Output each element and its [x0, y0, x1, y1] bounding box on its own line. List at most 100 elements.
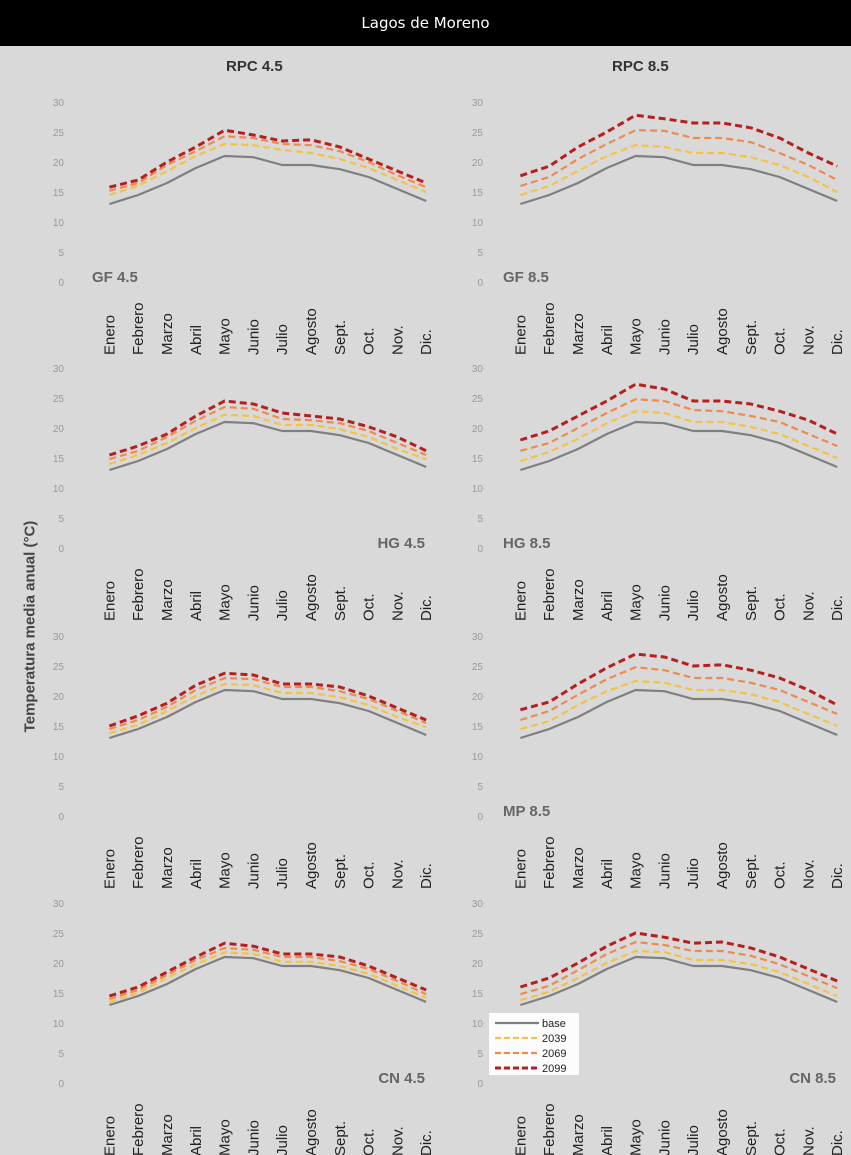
series-line-2039 — [109, 142, 427, 197]
page-title: Lagos de Moreno — [361, 14, 490, 32]
x-tick-label: Dic. — [418, 863, 435, 889]
x-tick-label: Junio — [656, 853, 673, 889]
y-tick-label: 25 — [472, 662, 484, 673]
x-tick-label: Oct. — [361, 861, 378, 889]
x-tick-label: Sept. — [332, 854, 349, 889]
x-tick-label: Sept. — [743, 320, 760, 355]
x-tick-label: Nov. — [389, 325, 406, 355]
x-tick-label: Mayo — [217, 1119, 234, 1155]
x-tick-label: Marzo — [570, 847, 587, 889]
series-line-2069 — [109, 405, 427, 461]
x-tick-label: Mayo — [217, 584, 234, 621]
x-tick-label: Enero — [101, 849, 118, 889]
x-tick-label: Enero — [101, 315, 118, 355]
x-tick-label: Oct. — [772, 593, 789, 621]
x-tick-label: Oct. — [361, 327, 378, 355]
y-tick-label: 30 — [53, 98, 65, 109]
y-tick-label: 15 — [53, 188, 65, 199]
x-tick-label: Sept. — [743, 854, 760, 889]
series-line-base — [109, 154, 427, 206]
legend-label-2069: 2069 — [542, 1048, 566, 1060]
series-line-base — [520, 420, 838, 472]
y-tick-label: 20 — [472, 692, 484, 703]
y-tick-label: 10 — [472, 1019, 484, 1030]
y-tick-label: 30 — [53, 632, 65, 643]
y-tick-label: 15 — [472, 989, 484, 1000]
series-line-2069 — [520, 398, 838, 452]
series-line-2099 — [108, 399, 427, 457]
series-line-2099 — [520, 652, 838, 712]
series-line-2069 — [109, 135, 427, 192]
series-line-2069 — [109, 676, 427, 731]
y-tick-label: 20 — [53, 692, 65, 703]
y-tick-label: 0 — [58, 812, 64, 823]
x-tick-label: Febrero — [130, 302, 147, 355]
y-tick-label: 10 — [472, 484, 484, 495]
series-line-2069 — [109, 946, 427, 1001]
x-tick-label: Agosto — [714, 308, 731, 355]
series-line-base — [520, 955, 838, 1007]
y-tick-label: 20 — [472, 959, 484, 970]
x-tick-label: Enero — [101, 581, 118, 621]
x-tick-label: Dic. — [418, 329, 435, 355]
series-line-2039 — [520, 949, 838, 1002]
x-tick-label: Sept. — [743, 586, 760, 621]
y-tick-label: 5 — [58, 248, 64, 259]
series-line-2039 — [109, 682, 427, 735]
y-tick-label: 5 — [58, 782, 64, 793]
x-tick-label: Julio — [274, 590, 291, 621]
chart-area — [0, 46, 851, 1155]
x-tick-label: Abril — [599, 1126, 616, 1155]
x-tick-label: Julio — [274, 324, 291, 355]
y-tick-label: 20 — [472, 158, 484, 169]
x-tick-label: Dic. — [418, 1130, 435, 1155]
x-tick-label: Febrero — [130, 1103, 147, 1155]
x-tick-label: Julio — [274, 858, 291, 889]
y-tick-label: 5 — [477, 248, 483, 259]
x-tick-label: Mayo — [628, 584, 645, 621]
x-tick-label: Dic. — [829, 863, 846, 889]
x-tick-label: Abril — [599, 591, 616, 621]
series-line-2039 — [520, 410, 838, 463]
x-tick-label: Abril — [188, 591, 205, 621]
series-line-base — [109, 688, 427, 740]
x-tick-label: Dic. — [829, 329, 846, 355]
x-tick-label: Sept. — [743, 1121, 760, 1155]
y-tick-label: 30 — [472, 632, 484, 643]
x-tick-label: Agosto — [714, 574, 731, 621]
panel-label: CN 8.5 — [789, 1070, 836, 1087]
x-tick-label: Enero — [512, 1116, 529, 1155]
x-tick-label: Mayo — [628, 852, 645, 889]
y-tick-label: 0 — [58, 1079, 64, 1090]
x-tick-label: Febrero — [130, 568, 147, 621]
y-tick-label: 25 — [472, 929, 484, 940]
y-tick-label: 20 — [53, 959, 65, 970]
x-tick-label: Abril — [188, 1126, 205, 1155]
legend-label-base: base — [542, 1018, 566, 1030]
x-tick-label: Julio — [685, 590, 702, 621]
y-tick-label: 30 — [53, 899, 65, 910]
x-tick-label: Nov. — [800, 325, 817, 355]
x-tick-label: Junio — [245, 853, 262, 889]
x-tick-label: Julio — [274, 1125, 291, 1155]
x-tick-label: Nov. — [800, 859, 817, 889]
x-tick-label: Nov. — [800, 591, 817, 621]
y-tick-label: 30 — [53, 364, 65, 375]
y-tick-label: 25 — [472, 128, 484, 139]
y-tick-label: 30 — [472, 899, 484, 910]
y-tick-label: 20 — [53, 424, 65, 435]
legend-label-2099: 2099 — [542, 1063, 566, 1075]
x-tick-label: Junio — [656, 319, 673, 355]
y-tick-label: 20 — [53, 158, 65, 169]
x-tick-label: Sept. — [332, 586, 349, 621]
x-tick-label: Mayo — [628, 1119, 645, 1155]
y-tick-label: 25 — [53, 128, 65, 139]
x-tick-label: Marzo — [159, 579, 176, 621]
y-tick-label: 20 — [472, 424, 484, 435]
series-line-2099 — [519, 931, 838, 989]
x-tick-label: Abril — [188, 859, 205, 889]
x-tick-label: Marzo — [570, 579, 587, 621]
x-tick-label: Oct. — [361, 593, 378, 621]
series-line-base — [520, 688, 838, 740]
x-tick-label: Julio — [685, 858, 702, 889]
